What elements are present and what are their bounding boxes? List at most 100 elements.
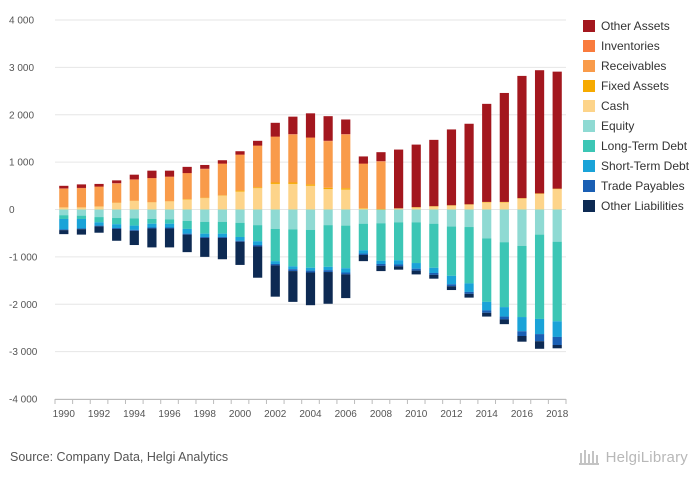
bar-segment xyxy=(129,200,139,210)
bar-segment xyxy=(305,137,316,185)
x-tick-label: 2002 xyxy=(264,409,287,420)
bar-segment xyxy=(164,223,175,228)
bar-segment xyxy=(534,334,545,342)
bar-segment xyxy=(217,221,227,234)
bar-segment xyxy=(59,188,69,208)
bar-segment xyxy=(358,164,368,209)
bar-segment xyxy=(59,209,69,216)
bar-segment xyxy=(76,188,87,208)
bar-segment xyxy=(552,189,562,210)
y-tick-label: -2 000 xyxy=(9,300,38,311)
bar-segment xyxy=(59,218,69,230)
bar-segment xyxy=(429,139,439,207)
x-tick-label: 2018 xyxy=(546,409,569,420)
bar-segment xyxy=(235,236,245,241)
bar-segment xyxy=(270,183,280,210)
bar-segment xyxy=(499,307,509,317)
bar-segment xyxy=(288,182,298,184)
y-tick-label: 4 000 xyxy=(9,16,34,27)
bar-segment xyxy=(182,166,192,174)
bar-segment xyxy=(534,70,545,194)
bar-segment xyxy=(253,188,263,210)
bar-segment xyxy=(94,183,104,187)
legend-label: Trade Payables xyxy=(601,179,685,193)
bar-segment xyxy=(429,267,439,273)
bar-segment xyxy=(305,209,316,230)
bar-segment xyxy=(112,218,122,225)
bar-segment xyxy=(253,225,263,242)
bar-segment xyxy=(112,183,122,203)
bar-segment xyxy=(200,164,210,169)
bar-segment xyxy=(446,275,457,285)
bar-segment xyxy=(164,227,175,229)
bar-segment xyxy=(200,233,210,237)
bar-segment xyxy=(270,263,280,266)
x-tick-label: 2006 xyxy=(335,409,358,420)
bar-segment xyxy=(217,164,227,196)
bar-segment xyxy=(517,331,527,336)
x-tick-label: 1998 xyxy=(194,409,217,420)
bar-segment xyxy=(323,266,333,271)
bar-segment xyxy=(376,161,386,210)
bar-segment xyxy=(200,209,210,222)
bar-segment xyxy=(499,92,509,202)
bar-segment xyxy=(112,227,122,229)
bar-segment xyxy=(129,225,139,230)
bar-segment xyxy=(235,155,245,191)
bar-segment xyxy=(164,201,175,210)
bar-segment xyxy=(411,268,421,271)
y-axis-ticks: 4 000 3 000 2 000 1 000 0 -1 000 -2 000 -3 000 -… xyxy=(9,16,38,406)
bar-segment xyxy=(94,226,104,233)
bar-segment xyxy=(182,234,192,253)
bar-segment xyxy=(394,222,404,261)
legend-label: Equity xyxy=(601,119,634,133)
bar-segment xyxy=(534,209,545,235)
y-tick-label: 1 000 xyxy=(9,158,34,169)
bar-segment xyxy=(517,317,527,332)
bar-segment xyxy=(147,228,157,248)
x-tick-label: 2000 xyxy=(229,409,252,420)
bar-segment xyxy=(517,245,527,318)
bar-segment xyxy=(323,270,333,273)
bar-segment xyxy=(288,134,298,183)
bar-segment xyxy=(147,227,157,229)
x-tick-label: 2010 xyxy=(405,409,428,420)
legend-swatch xyxy=(583,200,595,212)
bar-segment xyxy=(394,149,404,209)
bar-segment xyxy=(394,264,404,267)
bar-segment xyxy=(76,229,87,235)
bar-segment xyxy=(429,209,439,224)
bar-segment xyxy=(499,242,509,308)
bar-segment xyxy=(305,113,316,138)
bar-segment xyxy=(411,222,421,264)
bar-segment xyxy=(358,254,368,262)
legend-label: Receivables xyxy=(601,59,666,73)
bar-segment xyxy=(253,246,263,278)
y-tick-label: -3 000 xyxy=(9,347,38,358)
bar-segment xyxy=(394,260,404,265)
bar-segment xyxy=(341,225,351,269)
bar-segment xyxy=(376,263,386,266)
legend-label: Other Liabilities xyxy=(601,199,684,213)
bar-segment xyxy=(341,209,351,226)
bar-segment xyxy=(323,116,333,141)
y-tick-label: -1 000 xyxy=(9,252,38,263)
bar-segment xyxy=(235,191,245,210)
bar-segment xyxy=(217,233,227,237)
bar-segment xyxy=(253,140,263,146)
bar-segment xyxy=(464,123,474,205)
bar-segment xyxy=(270,265,280,297)
bar-segment xyxy=(112,180,122,184)
bar-segment xyxy=(129,229,139,231)
bar-segment xyxy=(76,207,87,210)
bar-segment xyxy=(235,222,245,237)
bar-segment xyxy=(446,129,457,206)
bar-segment xyxy=(270,122,280,137)
legend-swatch xyxy=(583,180,595,192)
bar-segment xyxy=(358,208,368,210)
bar-segment xyxy=(552,321,562,337)
x-tick-label: 1994 xyxy=(123,409,146,420)
bar-segment xyxy=(235,151,245,155)
bar-segment xyxy=(482,238,492,302)
